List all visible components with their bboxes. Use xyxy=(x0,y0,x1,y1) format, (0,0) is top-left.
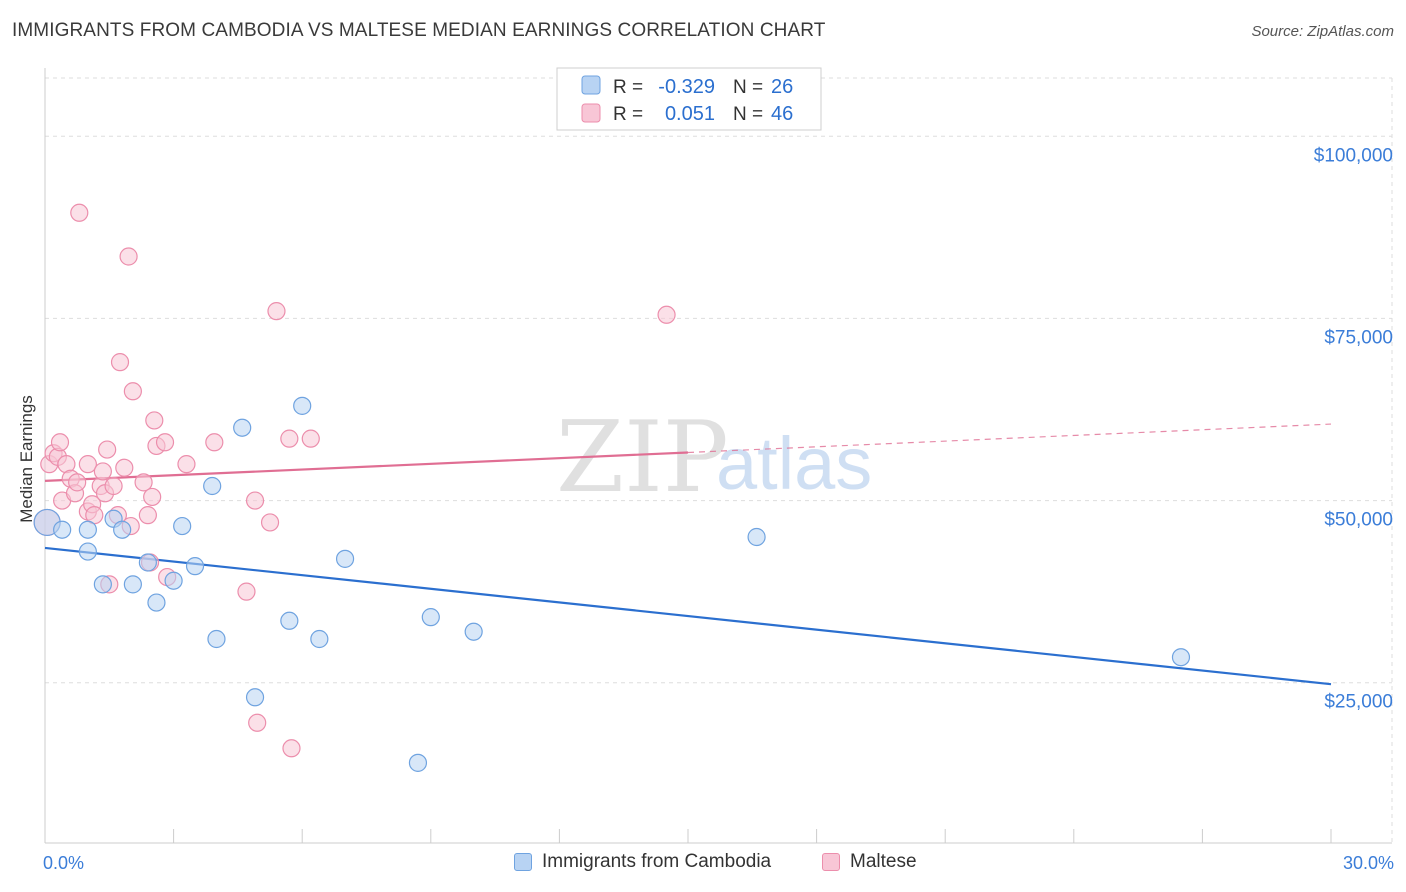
point-maltese xyxy=(50,433,70,452)
point-cambodia xyxy=(173,516,192,536)
point-maltese xyxy=(155,433,175,452)
point-maltese xyxy=(78,455,97,474)
point-maltese xyxy=(280,429,299,448)
legend-swatch-maltese xyxy=(822,853,840,871)
watermark-atlas: atlas xyxy=(716,422,872,505)
stats-swatch-maltese xyxy=(581,103,601,123)
point-cambodia xyxy=(147,593,166,612)
watermark: ZIP atlas xyxy=(556,401,872,515)
y-axis-title: Median Earnings xyxy=(17,395,36,523)
point-cambodia xyxy=(293,396,312,415)
point-maltese xyxy=(143,487,162,507)
point-maltese xyxy=(138,506,157,525)
point-cambodia xyxy=(185,557,205,576)
point-maltese xyxy=(657,305,676,324)
point-maltese xyxy=(177,455,196,474)
legend-label-cambodia: Immigrants from Cambodia xyxy=(542,851,772,872)
point-maltese xyxy=(282,739,301,758)
point-cambodia xyxy=(203,476,222,496)
source-label: Source: ZipAtlas.com xyxy=(1251,23,1394,40)
point-maltese xyxy=(267,302,286,321)
point-cambodia xyxy=(207,629,226,649)
y-tick-label: $100,000 xyxy=(1314,145,1393,166)
point-maltese xyxy=(104,476,123,496)
x-tick-label-max: 30.0% xyxy=(1343,853,1394,873)
stats-swatch-cambodia xyxy=(581,75,601,95)
y-tick-label: $25,000 xyxy=(1324,692,1393,713)
y-tick-label: $75,000 xyxy=(1324,327,1393,348)
point-cambodia xyxy=(164,571,183,590)
trend-line xyxy=(44,546,1332,686)
point-cambodia xyxy=(408,753,428,772)
point-maltese xyxy=(260,513,280,532)
point-cambodia xyxy=(93,575,112,594)
stats-legend-frame xyxy=(556,67,822,131)
point-maltese xyxy=(134,473,153,492)
point-maltese xyxy=(145,411,164,430)
point-maltese xyxy=(110,353,130,372)
point-cambodia xyxy=(123,575,142,594)
point-maltese xyxy=(123,382,142,401)
legend-swatch-cambodia xyxy=(514,853,532,871)
stats-n-value-cambodia: 26 xyxy=(771,76,793,98)
y-tick-label: $50,000 xyxy=(1324,510,1393,531)
point-cambodia xyxy=(310,629,329,649)
point-maltese xyxy=(70,203,89,222)
bottom-legend: Immigrants from Cambodia Maltese xyxy=(0,851,1406,879)
point-cambodia xyxy=(421,608,440,627)
point-maltese xyxy=(119,247,138,266)
trend-lines xyxy=(44,423,1332,686)
point-maltese xyxy=(245,491,265,510)
point-maltese xyxy=(98,440,117,459)
legend-item-cambodia: Immigrants from Cambodia xyxy=(514,851,771,873)
legend-item-maltese: Maltese xyxy=(822,851,917,873)
stats-r-label-maltese: R = xyxy=(613,104,643,125)
stats-n-value-maltese: 46 xyxy=(771,103,793,125)
point-maltese xyxy=(248,713,267,732)
point-maltese xyxy=(301,429,320,448)
point-cambodia xyxy=(335,549,355,568)
stats-n-label-maltese: N = xyxy=(733,104,763,125)
point-maltese xyxy=(93,462,112,481)
stats-n-label-cambodia: N = xyxy=(733,77,763,98)
point-maltese xyxy=(205,433,224,452)
chart-title: IMMIGRANTS FROM CAMBODIA VS MALTESE MEDI… xyxy=(12,20,826,41)
point-maltese xyxy=(115,458,134,477)
legend-label-maltese: Maltese xyxy=(850,851,917,872)
point-cambodia xyxy=(747,527,766,547)
point-cambodia xyxy=(78,520,97,539)
point-cambodia xyxy=(245,688,265,707)
point-cambodia xyxy=(53,520,72,539)
point-cambodia xyxy=(113,520,132,539)
stats-r-label-cambodia: R = xyxy=(613,77,643,98)
stats-r-value-cambodia: -0.329 xyxy=(658,76,715,98)
y-axis-labels: $25,000 $50,000 $75,000 $100,000 xyxy=(1314,145,1393,712)
stats-r-value-maltese: 0.051 xyxy=(665,103,715,125)
point-cambodia xyxy=(1171,648,1191,667)
stats-legend: R = -0.329 N = 26 R = 0.051 N = 46 xyxy=(556,67,822,131)
trend-line-extension xyxy=(687,423,1332,454)
point-maltese xyxy=(237,582,256,601)
point-cambodia xyxy=(464,622,483,641)
trend-line xyxy=(44,451,689,482)
x-tick-label-min: 0.0% xyxy=(43,853,84,873)
point-cambodia xyxy=(78,542,97,561)
data-points xyxy=(33,203,1191,772)
point-cambodia xyxy=(138,553,157,572)
point-cambodia xyxy=(280,611,299,630)
point-cambodia xyxy=(233,418,252,437)
point-maltese xyxy=(68,473,87,492)
